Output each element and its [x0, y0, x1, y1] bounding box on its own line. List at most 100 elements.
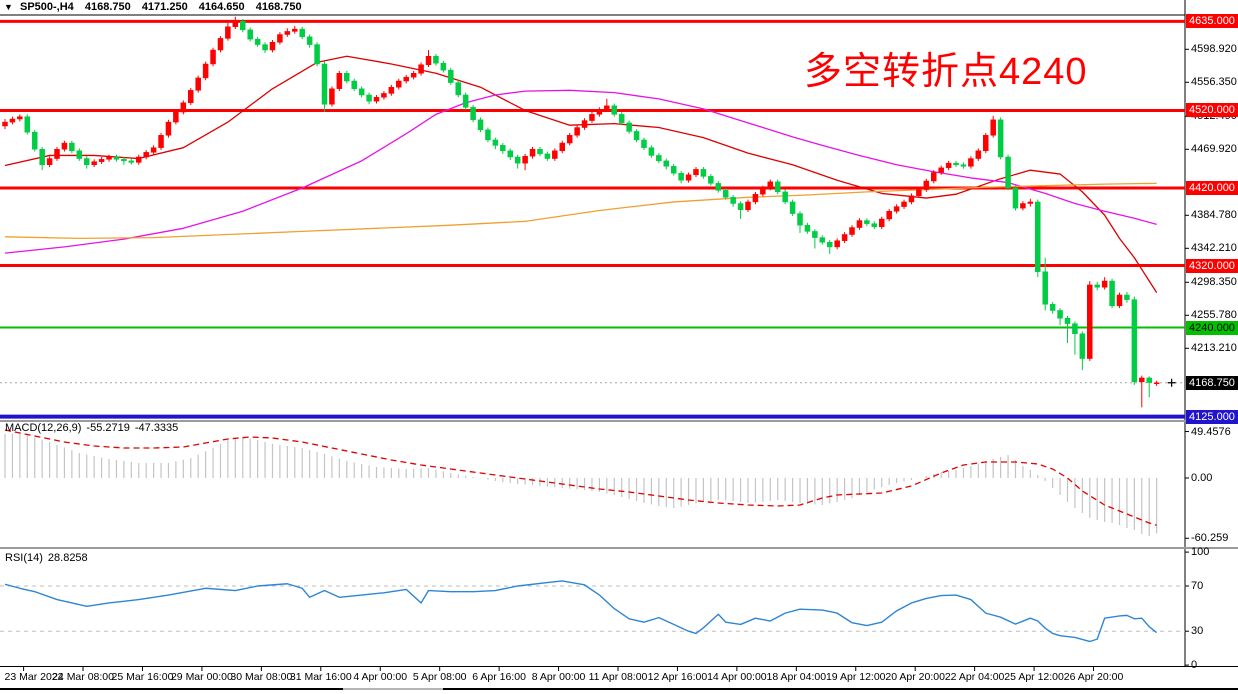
time-axis-label: 14 Apr 00:00 — [707, 671, 767, 683]
candle-body — [633, 131, 640, 141]
candle-body — [708, 176, 714, 184]
candle-body — [1049, 304, 1056, 311]
candle-body — [1020, 203, 1026, 209]
candle-body — [730, 197, 736, 204]
macd-panel-separator[interactable] — [0, 420, 1238, 422]
candle-body — [425, 55, 432, 65]
candle-body — [983, 135, 989, 152]
bar-close-value: 4168.750 — [255, 1, 302, 13]
bar-open-value: 4168.750 — [84, 1, 131, 13]
candle-body — [477, 119, 484, 131]
candle-body — [737, 203, 744, 210]
macd-signal-line[interactable] — [4, 429, 1157, 526]
candle-body — [403, 76, 409, 82]
horizontal-scrollbar[interactable] — [0, 687, 1238, 691]
scrollbar-thumb[interactable] — [343, 688, 443, 690]
fast-ma-line[interactable] — [4, 55, 1158, 294]
candle-body — [953, 162, 959, 165]
candle-body — [1131, 299, 1138, 383]
candle-body — [1079, 333, 1086, 359]
chart-text-annotation[interactable]: 多空转折点4240 — [804, 51, 1088, 93]
candle-body — [31, 131, 38, 150]
time-axis-label: 19 Apr 12:00 — [825, 671, 886, 683]
candle-body — [663, 160, 670, 167]
candle-body — [396, 80, 402, 88]
macd-signal-value: -47.3335 — [134, 422, 179, 434]
candle-body — [611, 105, 618, 115]
candle-body — [604, 105, 610, 110]
candle-body — [113, 156, 120, 160]
candle-body — [760, 187, 766, 195]
time-axis-label: 25 Mar 16:00 — [111, 671, 174, 683]
candle-body — [826, 242, 833, 248]
current-price-badge: 4168.750 — [1186, 375, 1238, 390]
candle-body — [9, 118, 16, 123]
candle-body — [968, 158, 974, 167]
candle-body — [1109, 280, 1115, 307]
price-axis-label: 4342.210 — [1191, 242, 1237, 255]
candle-body — [1101, 280, 1108, 288]
candle-body — [774, 181, 781, 193]
candle-body — [819, 237, 826, 243]
slow-ma-line[interactable] — [4, 182, 1157, 240]
rsi-scale-label: 30 — [1191, 625, 1204, 638]
candle-body — [492, 139, 499, 146]
candle-body — [1072, 323, 1078, 334]
candle-body — [485, 129, 491, 141]
candle-body — [700, 169, 707, 177]
symbol-dropdown-icon[interactable]: ▼ — [4, 2, 13, 12]
time-axis-label: 6 Apr 16:00 — [472, 671, 526, 683]
macd-scale-zero: 0.00 — [1191, 472, 1213, 484]
candle-body — [143, 152, 149, 158]
candle-body — [188, 90, 194, 103]
candle-body — [470, 107, 476, 121]
candle-body — [1035, 201, 1041, 272]
time-axis-label: 11 Apr 08:00 — [588, 671, 648, 683]
price-axis-label: 4469.920 — [1191, 143, 1237, 156]
rsi-line[interactable] — [4, 580, 1158, 643]
candle-body — [232, 21, 239, 28]
price-axis-label: 4384.780 — [1191, 209, 1237, 222]
candle-body — [514, 156, 521, 164]
price-axis-label: 4556.350 — [1191, 76, 1237, 89]
mid-ma-line[interactable] — [4, 89, 1157, 254]
candle-body — [1057, 310, 1063, 319]
candle-body — [574, 127, 580, 136]
candle-body — [269, 42, 276, 51]
time-axis[interactable]: 23 Mar 2022 24 Mar 08:00 25 Mar 16:00 29 Ma… — [0, 669, 1238, 685]
candle-body — [195, 77, 201, 91]
rsi-panel-separator[interactable] — [0, 547, 1238, 549]
candle-body — [552, 150, 558, 159]
time-axis-separator — [0, 666, 1238, 667]
candle-body — [321, 63, 328, 105]
candle-body — [960, 164, 967, 167]
candle-body — [1005, 156, 1011, 189]
rsi-value: 28.8258 — [47, 552, 88, 564]
price-axis-label: 4213.210 — [1191, 342, 1237, 355]
candle-body — [1146, 377, 1152, 383]
level-price-badge: 4420.000 — [1186, 180, 1238, 195]
candle-body — [462, 94, 469, 108]
candle-body — [180, 102, 187, 113]
candle-body — [544, 153, 551, 159]
time-axis-label: 4 Apr 00:00 — [353, 671, 408, 683]
time-axis-label: 5 Apr 08:00 — [412, 671, 467, 683]
candle-body — [1027, 201, 1034, 204]
level-price-badge: 4635.000 — [1186, 14, 1238, 29]
time-axis-label: 26 Apr 20:00 — [1063, 671, 1124, 683]
candle-body — [225, 26, 231, 39]
scrollbar-track[interactable] — [0, 688, 1238, 690]
candle-body — [522, 155, 528, 164]
candle-body — [901, 201, 907, 207]
bar-high-value: 4171.250 — [141, 1, 188, 13]
candle-body — [39, 148, 45, 165]
candle-body — [366, 94, 372, 102]
candle-body — [106, 156, 112, 160]
candle-body — [344, 73, 350, 82]
candle-body — [529, 148, 536, 157]
candle-body — [262, 44, 268, 51]
time-axis-label: 20 Apr 20:00 — [885, 671, 945, 683]
rsi-scale-label: 70 — [1191, 580, 1204, 592]
candle-body — [329, 88, 335, 105]
